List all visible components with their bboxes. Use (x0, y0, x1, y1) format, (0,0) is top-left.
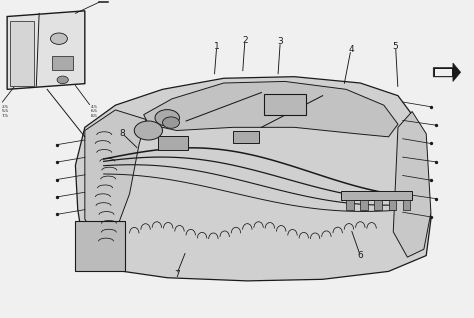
Text: 3: 3 (277, 37, 283, 46)
Polygon shape (433, 63, 461, 81)
Bar (374, 200, 382, 210)
Text: 4.5
6.5
8.5: 4.5 6.5 8.5 (91, 105, 98, 118)
Bar (360, 200, 368, 210)
Circle shape (134, 121, 163, 140)
Text: 2: 2 (242, 36, 248, 45)
Bar (403, 200, 410, 210)
Bar (233, 131, 259, 143)
Circle shape (57, 76, 68, 84)
Bar (346, 200, 354, 210)
Polygon shape (75, 77, 431, 281)
Polygon shape (144, 81, 398, 137)
Text: 5: 5 (393, 42, 399, 51)
Text: 2.5
5.5
7.5: 2.5 5.5 7.5 (1, 105, 9, 118)
Circle shape (50, 33, 67, 45)
Text: 8: 8 (119, 129, 125, 138)
Bar (75, 221, 125, 271)
Text: 7: 7 (174, 270, 180, 279)
Polygon shape (435, 69, 452, 76)
Bar (52, 56, 73, 70)
Bar (10, 21, 35, 86)
Bar (158, 136, 189, 149)
Text: 1: 1 (214, 42, 219, 51)
Bar (341, 191, 412, 200)
Bar (264, 94, 306, 115)
Circle shape (155, 110, 180, 126)
Bar (389, 200, 396, 210)
Text: 6: 6 (357, 251, 363, 260)
Polygon shape (393, 112, 431, 257)
Text: 4: 4 (348, 45, 354, 54)
Polygon shape (7, 11, 85, 89)
Polygon shape (85, 110, 146, 245)
Circle shape (163, 117, 180, 128)
